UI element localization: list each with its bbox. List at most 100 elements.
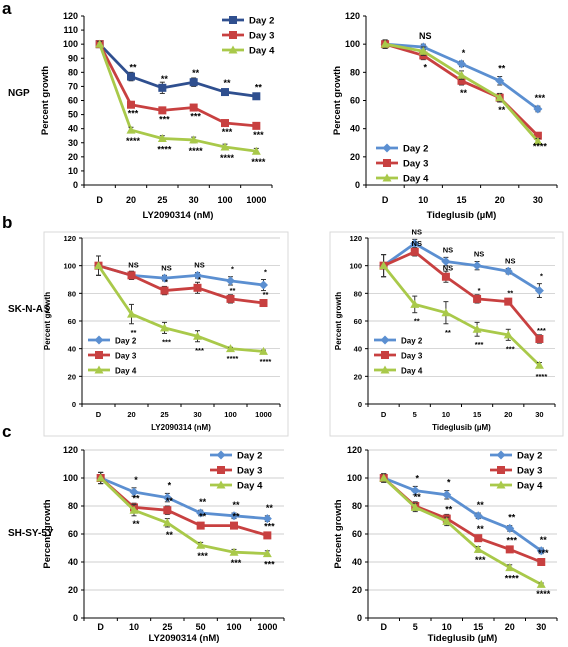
y-axis-title: Percent growth [43, 292, 52, 350]
chart-c-right: 0 20 40 60 80 100 120 D 5 10 15 20 30 Tideglusib (µM)… [333, 445, 558, 644]
data-point-c-left-day-3 [196, 521, 205, 530]
data-point-c-right-day-4 [379, 473, 389, 482]
legend-label: Day 4 [115, 367, 137, 376]
significance-label: * [540, 272, 543, 281]
y-tick-label: 40 [68, 124, 78, 134]
x-axis-title: Tideglusib (µM) [432, 423, 491, 432]
data-point-b-left-day-2 [193, 270, 202, 280]
y-tick-label: 120 [63, 234, 76, 243]
data-point-c-left-day-4 [96, 473, 106, 482]
y-tick-label: 40 [68, 345, 76, 354]
chart-frame [43, 231, 289, 437]
significance-label: ** [266, 503, 274, 513]
y-tick-label: 100 [63, 39, 78, 49]
y-tick-label: 120 [347, 445, 362, 455]
x-tick-label: 1000 [255, 410, 272, 419]
y-tick-label: 40 [354, 345, 362, 354]
y-tick-label: 100 [345, 39, 360, 49]
legend-marker-c-right-day-4 [496, 480, 506, 489]
significance-label: *** [128, 109, 139, 119]
significance-label: ** [414, 492, 422, 502]
significance-label: ** [498, 105, 506, 115]
data-point-b-right-day-4 [410, 299, 420, 308]
y-tick-label: 120 [345, 11, 360, 21]
x-tick-label: 5 [413, 622, 418, 632]
x-tick-label: 100 [217, 195, 232, 205]
significance-label: ** [477, 524, 485, 534]
legend-marker-b-right-day-4 [380, 365, 390, 374]
legend-marker-a-left-day-4 [228, 45, 238, 54]
significance-label: ** [199, 512, 207, 522]
significance-label: * [231, 265, 234, 274]
y-tick-label: 80 [68, 501, 78, 511]
x-tick-label: 30 [189, 195, 199, 205]
x-tick-label: D [381, 622, 388, 632]
y-axis-title: Percent growth [334, 292, 343, 350]
series-line-day-2 [382, 242, 541, 292]
legend-marker-c-left-day-2 [216, 450, 226, 460]
data-point-c-left-day-2 [162, 493, 172, 503]
panel-letter-c: c [2, 422, 11, 441]
significance-label: *** [537, 326, 546, 335]
significance-label: **** [220, 153, 235, 163]
legend-label: Day 3 [403, 159, 428, 170]
significance-label: **** [227, 354, 239, 363]
chart-frame [329, 231, 564, 437]
x-tick-label: 30 [193, 410, 201, 419]
legend-label: Day 3 [249, 31, 274, 42]
data-point-a-left-day-3 [189, 103, 198, 112]
legend-marker-a-right-day-3 [383, 159, 391, 167]
legend-marker-b-left-day-2 [94, 335, 104, 345]
data-point-a-left-day-4 [220, 142, 230, 151]
data-point-b-left-day-3 [226, 294, 235, 303]
y-tick-label: 80 [68, 67, 78, 77]
legend-label: Day 4 [249, 46, 275, 57]
data-point-b-left-day-3 [127, 271, 136, 280]
data-point-a-right-day-4 [418, 46, 428, 55]
y-tick-label: 70 [68, 81, 78, 91]
legend: Day 2 Day 3 Day 4 [210, 450, 263, 492]
significance-label: *** [475, 555, 486, 565]
data-point-b-right-day-4 [441, 308, 451, 317]
data-point-a-right-day-2 [533, 104, 543, 114]
y-tick-label: 60 [68, 96, 78, 106]
x-tick-label: 15 [473, 622, 483, 632]
x-tick-label: 25 [157, 195, 167, 205]
y-tick-label: 80 [350, 67, 360, 77]
data-point-a-right-day-3 [533, 131, 542, 140]
y-tick-label: 60 [68, 317, 76, 326]
data-point-a-right-day-2 [457, 59, 466, 69]
series-line-day-4 [98, 43, 257, 153]
data-point-c-left-day-3 [163, 506, 172, 515]
legend-label: Day 4 [517, 481, 543, 492]
data-point-b-right-day-4 [503, 330, 513, 339]
y-tick-label: 0 [357, 613, 362, 623]
legend-label: Day 2 [401, 337, 423, 346]
data-point-b-right-day-3 [535, 334, 544, 343]
data-point-b-right-day-2 [472, 261, 482, 271]
x-tick-label: 100 [226, 622, 241, 632]
data-point-c-left-day-4 [162, 518, 172, 527]
chart-b-left: 0 20 40 60 80 100 120 D 20 25 30 100 1000 LY2090314 (… [43, 231, 289, 437]
series-line-day-2 [98, 43, 257, 98]
legend-marker-c-left-day-4 [216, 480, 226, 489]
legend-label: Day 3 [237, 466, 262, 477]
significance-label: NS [443, 264, 453, 273]
data-point-b-left-day-3 [259, 299, 268, 308]
data-point-b-right-day-3 [441, 272, 450, 281]
data-point-a-right-day-3 [457, 76, 466, 85]
legend-marker-a-right-day-4 [382, 173, 392, 182]
x-tick-label: 10 [442, 410, 450, 419]
x-tick-label: 25 [160, 410, 168, 419]
significance-label: NS [128, 261, 138, 270]
data-point-c-right-day-4 [505, 563, 515, 572]
data-point-c-left-day-2 [129, 487, 139, 497]
x-tick-label: 5 [413, 410, 417, 419]
x-tick-label: 20 [126, 195, 136, 205]
y-tick-label: 20 [68, 372, 76, 381]
x-axis-title: Tideglusib (µM) [427, 210, 497, 221]
x-axis-title: LY2090314 (nM) [149, 633, 220, 644]
x-tick-label: 20 [505, 622, 515, 632]
significance-label: * [447, 478, 451, 488]
